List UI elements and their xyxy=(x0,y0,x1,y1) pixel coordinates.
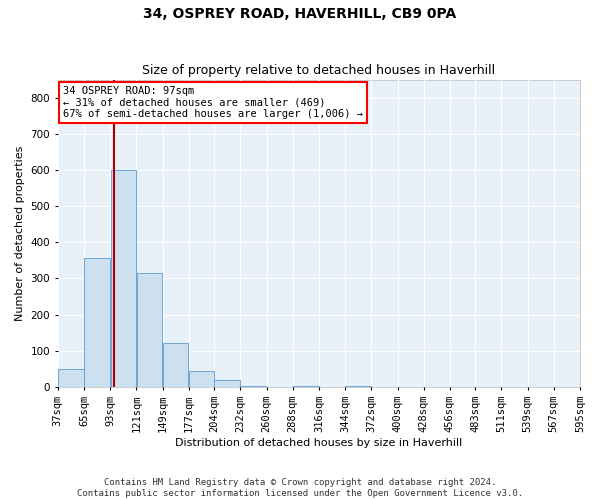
Bar xyxy=(189,370,214,387)
Bar xyxy=(241,386,266,387)
X-axis label: Distribution of detached houses by size in Haverhill: Distribution of detached houses by size … xyxy=(175,438,463,448)
Bar xyxy=(137,273,162,387)
Bar xyxy=(346,386,371,387)
Bar xyxy=(58,368,83,387)
Bar xyxy=(85,258,110,387)
Bar xyxy=(293,386,319,387)
Bar xyxy=(163,344,188,387)
Text: 34, OSPREY ROAD, HAVERHILL, CB9 0PA: 34, OSPREY ROAD, HAVERHILL, CB9 0PA xyxy=(143,8,457,22)
Y-axis label: Number of detached properties: Number of detached properties xyxy=(15,146,25,321)
Bar xyxy=(110,170,136,387)
Text: Contains HM Land Registry data © Crown copyright and database right 2024.
Contai: Contains HM Land Registry data © Crown c… xyxy=(77,478,523,498)
Title: Size of property relative to detached houses in Haverhill: Size of property relative to detached ho… xyxy=(142,64,496,77)
Bar xyxy=(214,380,240,387)
Text: 34 OSPREY ROAD: 97sqm
← 31% of detached houses are smaller (469)
67% of semi-det: 34 OSPREY ROAD: 97sqm ← 31% of detached … xyxy=(63,86,363,119)
